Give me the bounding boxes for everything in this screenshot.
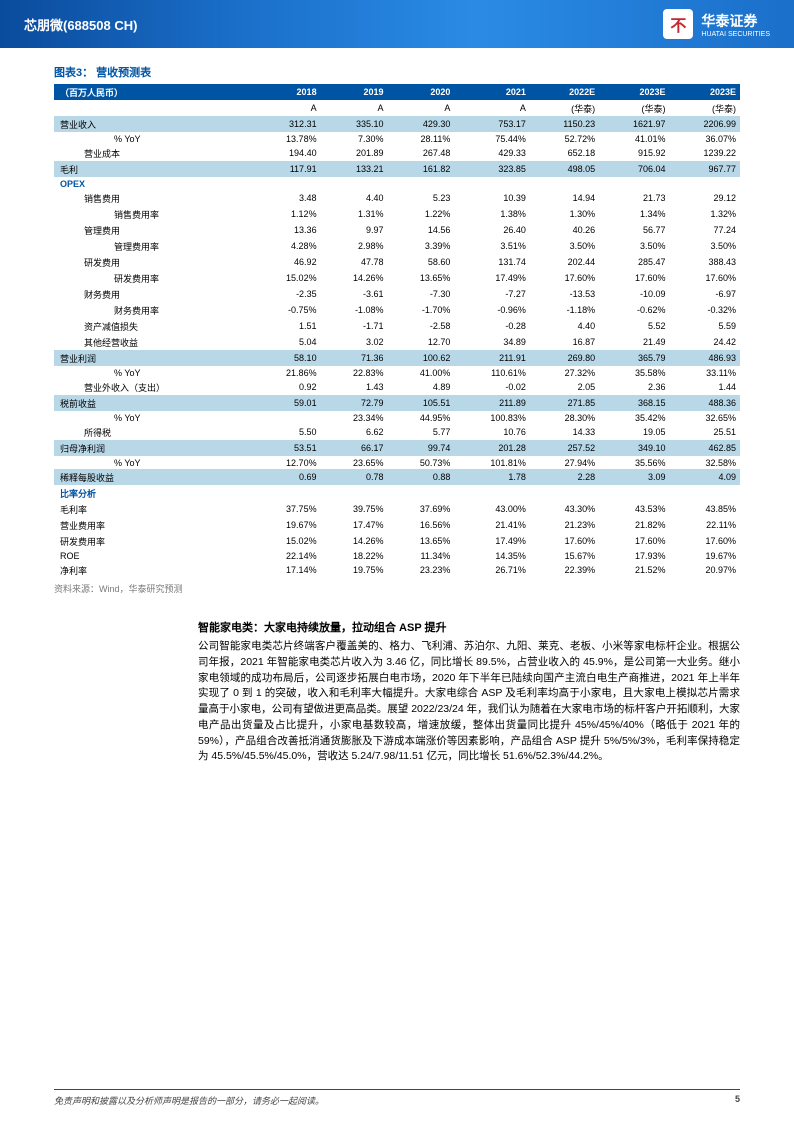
table-row: 净利率17.14%19.75%23.23%26.71%22.39%21.52%2… (54, 562, 740, 578)
table-row: 研发费用率15.02%14.26%13.65%17.49%17.60%17.60… (54, 533, 740, 549)
table-row: 管理费用13.369.9714.5626.4040.2656.7777.24 (54, 222, 740, 238)
table-row: 营业利润58.1071.36100.62211.91269.80365.7948… (54, 350, 740, 366)
section-title: 智能家电类：大家电持续放量，拉动组合 ASP 提升 (198, 619, 740, 635)
logo-icon: 不 (663, 9, 693, 39)
brand-cn: 华泰证券 (701, 11, 770, 31)
header-bar: 芯朋微(688508 CH) 不 华泰证券 HUATAI SECURITIES (0, 0, 794, 48)
table-header-cell: 2019 (321, 84, 388, 100)
table-header-cell: 2018 (254, 84, 321, 100)
table-header-row: （百万人民币）20182019202020212022E2023E2023E (54, 84, 740, 100)
page-number: 5 (735, 1094, 740, 1107)
table-row: 其他经营收益5.043.0212.7034.8916.8721.4924.42 (54, 334, 740, 350)
table-row: 毛利117.91133.21161.82323.85498.05706.0496… (54, 161, 740, 177)
table-row: 销售费用率1.12%1.31%1.22%1.38%1.30%1.34%1.32% (54, 206, 740, 222)
table-header-cell: 2023E (599, 84, 669, 100)
table-row: % YoY13.78%7.30%28.11%75.44%52.72%41.01%… (54, 132, 740, 145)
table-row: % YoY12.70%23.65%50.73%101.81%27.94%35.5… (54, 456, 740, 469)
company-ticker: 芯朋微(688508 CH) (24, 15, 137, 34)
footer: 免责声明和披露以及分析师声明是报告的一部分，请务必一起阅读。 5 (54, 1089, 740, 1107)
table-row: OPEX (54, 177, 740, 190)
table-row: 研发费用率15.02%14.26%13.65%17.49%17.60%17.60… (54, 270, 740, 286)
table-header-cell: 2021 (454, 84, 530, 100)
table-row: 稀释每股收益0.690.780.881.782.283.094.09 (54, 469, 740, 485)
table-header-cell: （百万人民币） (54, 84, 254, 100)
table-row: 所得税5.506.625.7710.7614.3319.0525.51 (54, 424, 740, 440)
table-row: 营业外收入（支出）0.921.434.89-0.022.052.361.44 (54, 379, 740, 395)
brand-en: HUATAI SECURITIES (701, 31, 770, 38)
table-row: 财务费用-2.35-3.61-7.30-7.27-13.53-10.09-6.9… (54, 286, 740, 302)
table-row: 税前收益59.0172.79105.51211.89271.85368.1548… (54, 395, 740, 411)
table-header-cell: 2020 (387, 84, 454, 100)
table-header-cell: 2023E (670, 84, 740, 100)
table-row: 营业费用率19.67%17.47%16.56%21.41%21.23%21.82… (54, 517, 740, 533)
table-row: 研发费用46.9247.7858.60131.74202.44285.47388… (54, 254, 740, 270)
chart-title: 图表3： 营收预测表 (54, 64, 740, 80)
forecast-table: （百万人民币）20182019202020212022E2023E2023E A… (54, 84, 740, 578)
table-row: % YoY21.86%22.83%41.00%110.61%27.32%35.5… (54, 366, 740, 379)
table-row: 销售费用3.484.405.2310.3914.9421.7329.12 (54, 190, 740, 206)
table-row: % YoY23.34%44.95%100.83%28.30%35.42%32.6… (54, 411, 740, 424)
table-row: 归母净利润53.5166.1799.74201.28257.52349.1046… (54, 440, 740, 456)
table-row: ROE22.14%18.22%11.34%14.35%15.67%17.93%1… (54, 549, 740, 562)
disclaimer: 免责声明和披露以及分析师声明是报告的一部分，请务必一起阅读。 (54, 1094, 324, 1107)
table-row: 毛利率37.75%39.75%37.69%43.00%43.30%43.53%4… (54, 501, 740, 517)
table-row: 营业收入312.31335.10429.30753.171150.231621.… (54, 116, 740, 132)
table-source: 资料来源：Wind，华泰研究预测 (54, 582, 740, 595)
table-header-cell: 2022E (530, 84, 599, 100)
table-row: 资产减值损失1.51-1.71-2.58-0.284.405.525.59 (54, 318, 740, 334)
table-row: 管理费用率4.28%2.98%3.39%3.51%3.50%3.50%3.50% (54, 238, 740, 254)
brand-logo: 不 华泰证券 HUATAI SECURITIES (663, 9, 770, 39)
table-row: 财务费用率-0.75%-1.08%-1.70%-0.96%-1.18%-0.62… (54, 302, 740, 318)
table-row: 营业成本194.40201.89267.48429.33652.18915.92… (54, 145, 740, 161)
table-row: 比率分析 (54, 485, 740, 501)
section-body: 公司智能家电类芯片终端客户覆盖美的、格力、飞利浦、苏泊尔、九阳、莱克、老板、小米… (198, 639, 740, 765)
